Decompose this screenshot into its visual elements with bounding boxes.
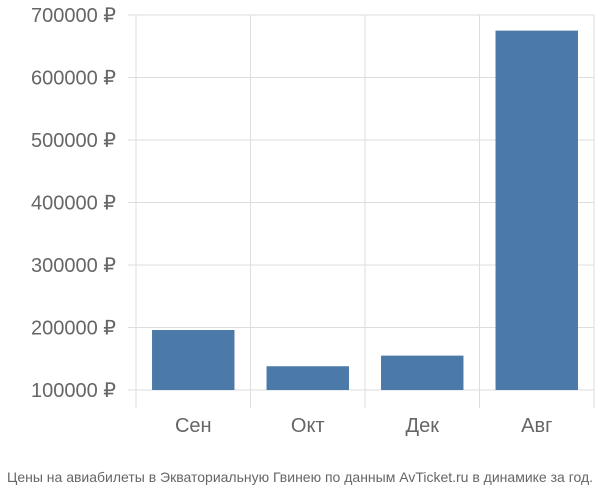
x-category-label: Окт <box>291 415 325 437</box>
chart-caption: Цены на авиабилеты в Экваториальную Гвин… <box>7 469 593 485</box>
bar-2 <box>266 366 349 390</box>
y-tick-label: 200000 ₽ <box>31 318 116 340</box>
bars <box>152 30 578 390</box>
y-tick-label: 300000 ₽ <box>31 255 116 277</box>
x-category-label: Сен <box>175 415 212 437</box>
bar-4 <box>495 30 578 390</box>
x-axis-categories: Сен Окт Дек Авг <box>175 415 552 437</box>
y-tick-label: 600000 ₽ <box>31 68 116 90</box>
bar-3 <box>381 355 464 390</box>
bar-1 <box>152 330 235 390</box>
y-tick-label: 500000 ₽ <box>31 130 116 152</box>
x-category-label: Авг <box>521 415 552 437</box>
y-tick-label: 400000 ₽ <box>31 193 116 215</box>
y-tick-label: 100000 ₽ <box>31 380 116 402</box>
gridlines <box>128 14 595 408</box>
x-category-label: Дек <box>406 415 440 437</box>
y-axis-ticks: 100000 ₽ 200000 ₽ 300000 ₽ 400000 ₽ 500000 ₽… <box>31 5 116 402</box>
y-tick-label: 700000 ₽ <box>31 5 116 27</box>
